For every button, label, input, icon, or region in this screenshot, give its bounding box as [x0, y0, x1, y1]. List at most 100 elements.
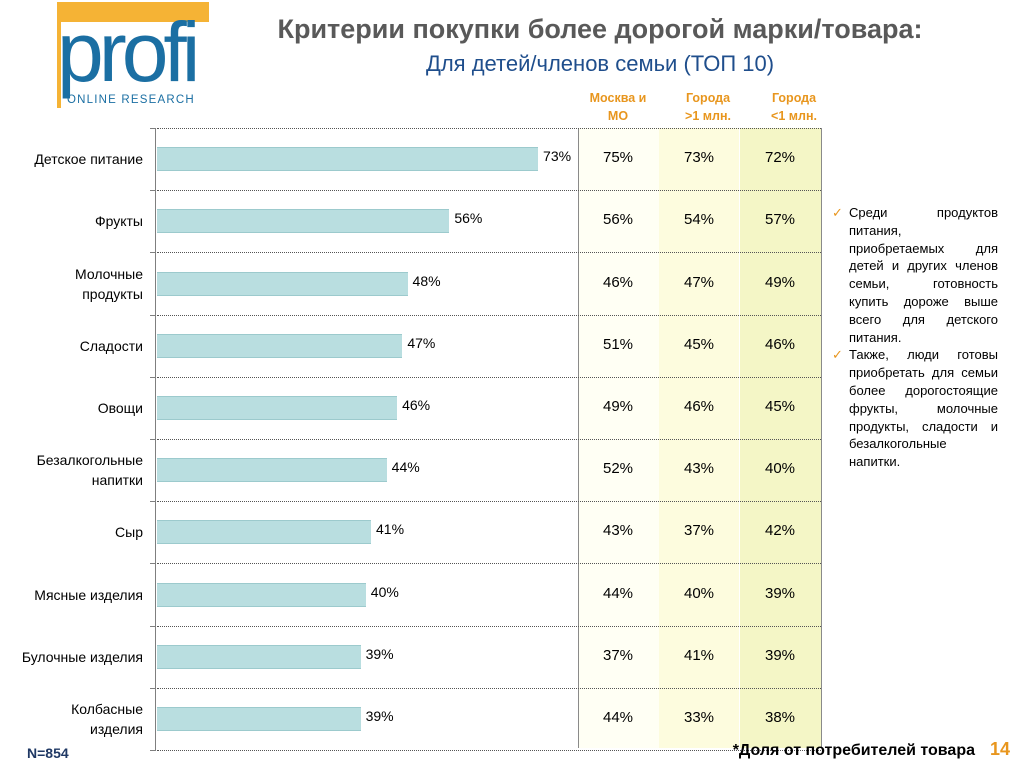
table-cell: 49%: [602, 397, 634, 415]
logo-subtitle: ONLINE RESEARCH: [67, 94, 195, 106]
category-label-line: Детское питание: [34, 151, 143, 168]
category-label-line: продукты: [82, 285, 143, 302]
category-label: Овощи: [0, 398, 143, 418]
table-cell: 46%: [602, 273, 634, 291]
note-text: Среди продуктов питания, приобретаемых д…: [849, 205, 998, 345]
axis-tick: [150, 314, 156, 316]
table-cell: 38%: [764, 708, 796, 726]
bar: [157, 395, 398, 420]
bar-value-label: 44%: [391, 459, 420, 476]
category-label-line: Колбасные: [71, 700, 143, 717]
table-cell: 40%: [764, 460, 796, 478]
gridline: [157, 625, 821, 627]
axis-tick: [150, 687, 156, 689]
category-label: Сыр: [0, 522, 143, 542]
table-cell: 43%: [602, 522, 634, 540]
notes-panel: ✓ Среди продуктов питания, приобретаемых…: [830, 204, 998, 471]
category-label: Молочные продукты: [0, 264, 143, 304]
axis-tick: [150, 750, 156, 751]
axis-tick: [150, 252, 156, 254]
category-label: Фрукты: [0, 211, 143, 231]
table-cell: 44%: [602, 708, 634, 726]
table-cell: 43%: [683, 460, 715, 478]
bar: [157, 644, 361, 669]
table-cell: 41%: [683, 646, 715, 664]
table-cell: 39%: [764, 646, 796, 664]
gridline: [157, 501, 821, 503]
table-cell: 75%: [602, 149, 634, 167]
category-label-line: Фрукты: [94, 213, 143, 230]
table-cell: 47%: [683, 273, 715, 291]
table-cell: 73%: [683, 149, 715, 167]
bar-value-label: 46%: [402, 396, 431, 413]
note-item: ✓ Также, люди готовы приобретать для сем…: [830, 346, 998, 471]
sample-size: N=854: [27, 745, 69, 761]
category-label: Мясные изделия: [0, 585, 143, 605]
bar-value-label: 56%: [454, 210, 483, 227]
table-cell: 33%: [683, 708, 715, 726]
table-cell: 52%: [602, 460, 634, 478]
logo-top-bar: [57, 2, 209, 22]
gridline: [157, 687, 821, 689]
table-cell: 44%: [602, 584, 634, 602]
bar-value-label: 39%: [365, 645, 394, 662]
table-cell: 46%: [683, 397, 715, 415]
category-label-line: Сладости: [79, 337, 143, 354]
table-cell: 45%: [764, 397, 796, 415]
bar-value-label: 73%: [543, 148, 572, 165]
table-cell: 49%: [764, 273, 796, 291]
bar-value-label: 41%: [376, 521, 405, 538]
check-icon: ✓: [832, 347, 843, 363]
gridline: [157, 563, 821, 565]
category-label: Булочные изделия: [0, 647, 143, 667]
category-label: Сладости: [0, 336, 143, 356]
table-column-big-cities: [659, 128, 739, 748]
bar: [157, 582, 366, 607]
profi-logo: profi ONLINE RESEARCH: [57, 2, 209, 108]
bar-value-label: 47%: [407, 334, 436, 351]
axis-tick: [150, 439, 156, 440]
gridline: [157, 252, 821, 254]
slide-title: Критерии покупки более дорогой марки/тов…: [277, 14, 923, 44]
category-label-line: изделия: [90, 720, 143, 737]
bar: [157, 458, 387, 483]
note-text: Также, люди готовы приобретать для семьи…: [849, 347, 998, 470]
bar: [157, 520, 372, 545]
table-cell: 46%: [764, 335, 796, 353]
slide-subtitle: Для детей/членов семьи (ТОП 10): [425, 51, 775, 76]
gridline: [157, 314, 821, 316]
logo-wordmark: profi: [57, 5, 200, 99]
table-cell: 37%: [602, 646, 634, 664]
table-cell: 37%: [683, 522, 715, 540]
category-label-line: Булочные изделия: [21, 648, 143, 665]
check-icon: ✓: [832, 205, 843, 220]
bar: [157, 209, 450, 234]
category-label-line: Молочные: [75, 265, 143, 282]
bar: [157, 271, 408, 296]
note-item: ✓ Среди продуктов питания, приобретаемых…: [830, 204, 998, 346]
bar-value-label: 48%: [412, 272, 441, 289]
category-label-line: Сыр: [115, 524, 143, 541]
table-cell: 40%: [683, 584, 715, 602]
column-header-big-cities: Города >1 млн.: [685, 91, 731, 123]
footnote: *Доля от потребителей товара: [732, 742, 975, 759]
axis-tick: [150, 501, 156, 503]
table-cell: 42%: [764, 522, 796, 540]
gridline: [157, 750, 821, 751]
category-label: Безалкогольные напитки: [0, 450, 143, 490]
axis-tick: [150, 376, 156, 378]
gridline: [157, 190, 821, 192]
axis-tick: [150, 190, 156, 192]
bar-value-label: 39%: [365, 707, 394, 724]
bar-value-label: 40%: [370, 583, 399, 600]
column-header-moscow: Москва и МО: [589, 91, 647, 123]
table-cell: 72%: [764, 149, 796, 167]
axis-tick: [150, 625, 156, 627]
axis-tick: [150, 128, 156, 129]
category-label: Колбасные изделия: [0, 699, 143, 739]
table-column-small-cities: [740, 128, 822, 748]
table-cell: 39%: [764, 584, 796, 602]
table-cell: 56%: [602, 211, 634, 229]
bar: [157, 333, 403, 358]
category-label-line: Овощи: [97, 399, 143, 416]
